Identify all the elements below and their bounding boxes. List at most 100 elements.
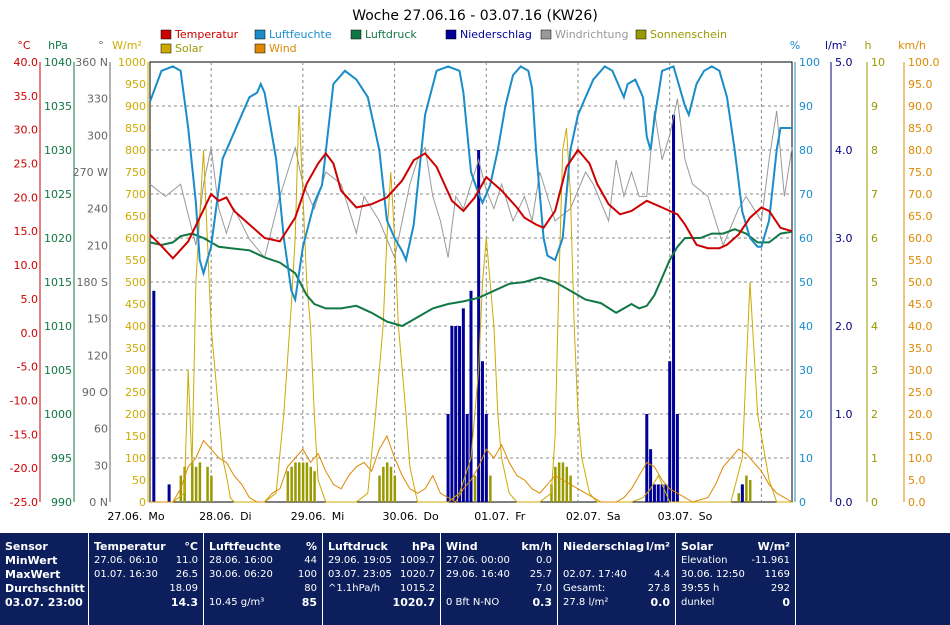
temperature-tick-label: 25.0	[14, 158, 39, 171]
legend-swatch-sunshine	[635, 29, 647, 40]
sunshine-bar	[748, 480, 752, 502]
rain-tick-label: 4.0	[835, 144, 853, 157]
rain-bar	[167, 484, 171, 502]
rain-bar	[740, 484, 744, 502]
solar-tick-label: 500	[125, 276, 146, 289]
x-tick-date: 29.06.	[291, 510, 326, 523]
sunshine-tick-label: 3	[871, 364, 878, 377]
sunshine-bar	[382, 466, 385, 502]
pressure-tick-label: 1035	[44, 100, 72, 113]
wind-min-value: 0.0	[536, 555, 552, 566]
winddir-tick-label: 120	[87, 349, 108, 362]
rain-bar	[477, 150, 481, 502]
temperature-current: 14.3	[170, 596, 198, 609]
solar-unit: W/m²	[757, 540, 790, 553]
wind-tick-label: 45.0	[908, 298, 933, 311]
legend-swatch-winddir	[540, 29, 552, 40]
solar-max-time: 30.06. 12:50	[681, 569, 745, 580]
rain-bar	[446, 414, 450, 502]
wind-tick-label: 80.0	[908, 144, 933, 157]
wind-tick-label: 50.0	[908, 276, 933, 289]
rain-bar	[152, 290, 156, 502]
table-col-temperature: Temperatur °C 27.06. 06:10 11.0 01.07. 16:…	[89, 533, 204, 625]
wind-header: Wind	[446, 540, 478, 553]
sunshine-tick-label: 2	[871, 408, 878, 421]
temperature-tick-label: 35.0	[14, 90, 39, 103]
temperature-tick-label: 20.0	[14, 191, 39, 204]
rain-bar	[652, 484, 656, 502]
rain-unit: l/m²	[645, 540, 670, 553]
wind-tick-label: 95.0	[908, 78, 933, 91]
pressure-min-value: 1009.7	[400, 555, 435, 566]
sunshine-bar	[309, 466, 312, 502]
legend: Temperatur Luftfeuchte Luftdruck Niederschl…	[160, 28, 727, 55]
series-line-solar	[150, 105, 792, 503]
rain-bar	[484, 414, 488, 502]
rain-header: Niederschlag	[563, 540, 645, 553]
winddir-tick-label: 240	[87, 203, 108, 216]
humidity-tick-label: 100	[799, 56, 820, 69]
wind-tick-label: 90.0	[908, 100, 933, 113]
sunshine-unit-label: h	[865, 39, 872, 52]
series-line-wind	[150, 434, 793, 503]
sunshine-bar	[561, 462, 565, 502]
temperature-tick-label: -10.0	[10, 394, 38, 407]
rain-bar	[645, 414, 649, 502]
legend-swatch-wind	[254, 43, 266, 54]
x-tick-weekday: Di	[240, 510, 252, 523]
sunshine-bar	[290, 466, 293, 502]
legend-swatch-humidity	[254, 29, 266, 40]
sunshine-bar	[206, 466, 209, 502]
temperature-tick-label: 0.0	[21, 327, 39, 340]
sunshine-bar	[305, 462, 309, 502]
sunshine-bar	[301, 462, 305, 502]
sunshine-tick-label: 1	[871, 452, 878, 465]
solar-tick-label: 750	[125, 166, 146, 179]
rain-bar	[461, 308, 465, 502]
solar-header: Solar	[681, 540, 714, 553]
sunshine-bar	[385, 462, 389, 502]
humidity-tick-label: 60	[799, 232, 813, 245]
rain-bar	[469, 290, 473, 502]
pressure-tick-label: 1020	[44, 232, 72, 245]
sunshine-bar	[569, 475, 572, 502]
left-axes: 40.0 35.0 30.0 25.0 20.0 15.0 10.0 5.0 0.0 -5.0 -1…	[10, 56, 149, 509]
wind-tick-label: 15.0	[908, 430, 933, 443]
sunshine-bar	[565, 466, 569, 502]
temperature-tick-label: 10.0	[14, 259, 39, 272]
sunshine-bar	[393, 475, 397, 502]
winddir-tick-label: 0 N	[89, 496, 108, 509]
wind-tick-label: 30.0	[908, 364, 933, 377]
legend-label-rain: Niederschlag	[460, 28, 532, 41]
humidity-min-value: 44	[304, 555, 317, 566]
solar-tick-label: 800	[125, 144, 146, 157]
solar-tick-label: 650	[125, 210, 146, 223]
sunshine-bar	[198, 462, 202, 502]
pressure-min-time: 29.06. 19:05	[328, 555, 392, 566]
series-line-pressure	[149, 228, 793, 328]
rain-bar	[454, 326, 458, 502]
temperature-tick-label: -20.0	[10, 462, 38, 475]
rain-bar	[672, 114, 676, 503]
sunshine-bar	[489, 475, 492, 502]
humidity-tick-label: 0	[799, 496, 806, 509]
humidity-min-time: 28.06. 16:00	[209, 555, 273, 566]
rain-current: 0.0	[650, 596, 671, 609]
temperature-min-value: 11.0	[175, 555, 198, 566]
sunshine-tick-label: 7	[871, 188, 878, 201]
winddir-tick-label: 270 W	[73, 166, 108, 179]
solar-tick-label: 300	[125, 364, 146, 377]
wind-tick-label: 5.0	[908, 474, 926, 487]
sunshine-tick-label: 5	[871, 276, 878, 289]
legend-label-humidity: Luftfeuchte	[269, 28, 332, 41]
solar-tick-label: 900	[125, 100, 146, 113]
humidity-max-time: 30.06. 06:20	[209, 569, 273, 580]
rain-total-label: Gesamt:	[563, 583, 606, 594]
rain-tick-label: 1.0	[835, 408, 853, 421]
rain-max-value: 4.4	[654, 569, 670, 580]
humidity-avg: 80	[304, 583, 317, 594]
wind-tick-label: 20.0	[908, 408, 933, 421]
row-label-sensor: Sensor	[5, 540, 48, 553]
temperature-min-time: 27.06. 06:10	[94, 555, 158, 566]
wind-tick-label: 85.0	[908, 122, 933, 135]
